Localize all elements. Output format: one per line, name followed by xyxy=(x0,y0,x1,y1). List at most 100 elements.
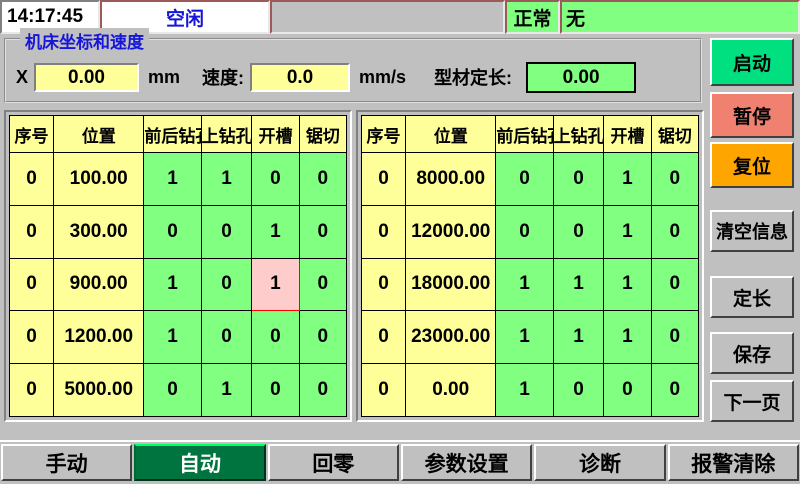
cell-saw[interactable]: 0 xyxy=(298,204,348,259)
process-table-right[interactable]: 序号 位置 前后钻孔 上钻孔 开槽 锯切 08000.000010012000.… xyxy=(360,115,700,417)
cell-index[interactable]: 0 xyxy=(8,152,55,206)
cell-index[interactable]: 0 xyxy=(8,310,55,365)
cell-position[interactable]: 23000.00 xyxy=(405,310,497,365)
process-table-right-body[interactable]: 0 8000.00 0 0 1 0 0 12000.00 0 0 1 0 0 18000.00 1 1 1 0 0 2… xyxy=(360,152,700,417)
speed-value-field[interactable]: 0.0 xyxy=(250,62,351,92)
cell-index[interactable]: 0 xyxy=(360,257,407,312)
cell-slot[interactable]: 0 xyxy=(251,363,300,417)
cell-front-rear-drill[interactable]: 0 xyxy=(495,152,554,206)
cell-saw[interactable]: 0 xyxy=(298,152,348,206)
header-index: 序号 xyxy=(8,115,55,153)
cell-top-drill[interactable]: 0 xyxy=(200,310,253,365)
fixed-length-button[interactable]: 定长 xyxy=(710,276,794,318)
cell-saw[interactable]: 0 xyxy=(650,363,700,417)
tab-2[interactable]: 回零 xyxy=(267,444,399,481)
cell-position[interactable]: 300.00 xyxy=(53,204,145,259)
cell-index[interactable]: 0 xyxy=(360,310,407,365)
cell-position[interactable]: 8000.00 xyxy=(405,152,497,206)
header-saw: 锯切 xyxy=(650,115,700,153)
table-row[interactable]: 0 8000.00 0 0 1 0 xyxy=(360,152,700,206)
cell-slot[interactable]: 1 xyxy=(603,257,652,312)
tab-3[interactable]: 参数设置 xyxy=(400,444,533,481)
machine-coordinate-panel-title: 机床坐标和速度 xyxy=(20,28,149,53)
header-top-drill: 上钻孔 xyxy=(552,115,605,153)
cell-index[interactable]: 0 xyxy=(8,204,55,259)
cell-front-rear-drill[interactable]: 1 xyxy=(495,310,554,365)
pause-button[interactable]: 暂停 xyxy=(710,92,794,138)
cell-saw[interactable]: 0 xyxy=(298,257,348,312)
tab-4[interactable]: 诊断 xyxy=(534,444,666,481)
cell-front-rear-drill[interactable]: 0 xyxy=(143,204,202,259)
cell-top-drill[interactable]: 0 xyxy=(552,152,605,206)
cell-position[interactable]: 900.00 xyxy=(53,257,145,312)
profile-length-value-field[interactable]: 0.00 xyxy=(526,61,637,93)
cell-slot[interactable]: 1 xyxy=(603,152,652,206)
tab-1[interactable]: 自动 xyxy=(134,444,266,481)
cell-top-drill[interactable]: 1 xyxy=(552,310,605,365)
cell-index[interactable]: 0 xyxy=(360,363,407,417)
cell-slot[interactable]: 0 xyxy=(251,310,300,365)
table-row[interactable]: 0 300.00 0 0 1 0 xyxy=(8,204,348,259)
next-page-button[interactable]: 下一页 xyxy=(710,380,794,422)
cell-index[interactable]: 0 xyxy=(360,152,407,206)
cell-index[interactable]: 0 xyxy=(360,204,407,259)
cell-top-drill[interactable]: 1 xyxy=(200,152,253,206)
cell-top-drill[interactable]: 0 xyxy=(552,204,605,259)
tab-5[interactable]: 报警清除 xyxy=(667,444,799,481)
cell-slot[interactable]: 1 xyxy=(251,257,300,312)
process-table-right-container[interactable]: 序号 位置 前后钻孔 上钻孔 开槽 锯切 08000.000010012000.… xyxy=(356,110,704,422)
tab-0[interactable]: 手动 xyxy=(1,444,133,481)
cell-slot[interactable]: 1 xyxy=(603,204,652,259)
cell-slot[interactable]: 1 xyxy=(603,310,652,365)
cell-position[interactable]: 1200.00 xyxy=(53,310,145,365)
cell-saw[interactable]: 0 xyxy=(650,204,700,259)
alarm-message-field: 无 xyxy=(560,0,800,34)
table-row[interactable]: 0 900.00 1 0 1 0 xyxy=(8,257,348,312)
cell-slot[interactable]: 0 xyxy=(603,363,652,417)
table-row[interactable]: 0 5000.00 0 1 0 0 xyxy=(8,363,348,417)
cell-top-drill[interactable]: 1 xyxy=(200,363,253,417)
cell-saw[interactable]: 0 xyxy=(298,310,348,365)
cell-front-rear-drill[interactable]: 0 xyxy=(495,204,554,259)
cell-saw[interactable]: 0 xyxy=(650,257,700,312)
cell-index[interactable]: 0 xyxy=(8,363,55,417)
cell-top-drill[interactable]: 0 xyxy=(200,257,253,312)
cell-front-rear-drill[interactable]: 1 xyxy=(495,257,554,312)
save-button[interactable]: 保存 xyxy=(710,332,794,374)
cell-saw[interactable]: 0 xyxy=(650,310,700,365)
table-row[interactable]: 0 18000.00 1 1 1 0 xyxy=(360,257,700,312)
cell-position[interactable]: 12000.00 xyxy=(405,204,497,259)
process-table-left[interactable]: 序号 位置 前后钻孔 上钻孔 开槽 锯切 0100.0011000300.000… xyxy=(8,115,348,417)
cell-front-rear-drill[interactable]: 0 xyxy=(143,363,202,417)
cell-index[interactable]: 0 xyxy=(8,257,55,312)
reset-button[interactable]: 复位 xyxy=(710,142,794,188)
cell-front-rear-drill[interactable]: 1 xyxy=(143,310,202,365)
cell-top-drill[interactable]: 1 xyxy=(552,257,605,312)
cell-front-rear-drill[interactable]: 1 xyxy=(495,363,554,417)
cell-position[interactable]: 18000.00 xyxy=(405,257,497,312)
clear-info-button[interactable]: 清空信息 xyxy=(710,210,794,252)
cell-front-rear-drill[interactable]: 1 xyxy=(143,152,202,206)
header-front-rear-drill: 前后钻孔 xyxy=(143,115,202,153)
cell-slot[interactable]: 0 xyxy=(251,152,300,206)
cell-position[interactable]: 0.00 xyxy=(405,363,497,417)
cell-position[interactable]: 5000.00 xyxy=(53,363,145,417)
table-row[interactable]: 0 12000.00 0 0 1 0 xyxy=(360,204,700,259)
process-table-left-container[interactable]: 序号 位置 前后钻孔 上钻孔 开槽 锯切 0100.0011000300.000… xyxy=(4,110,352,422)
cell-saw[interactable]: 0 xyxy=(298,363,348,417)
cell-front-rear-drill[interactable]: 1 xyxy=(143,257,202,312)
cell-position[interactable]: 100.00 xyxy=(53,152,145,206)
table-row[interactable]: 0 0.00 1 0 0 0 xyxy=(360,363,700,417)
table-row[interactable]: 0 1200.00 1 0 0 0 xyxy=(8,310,348,365)
table-row[interactable]: 0 100.00 1 1 0 0 xyxy=(8,152,348,206)
cell-top-drill[interactable]: 0 xyxy=(552,363,605,417)
header-position: 位置 xyxy=(405,115,497,153)
start-button[interactable]: 启动 xyxy=(710,38,794,86)
cell-saw[interactable]: 0 xyxy=(650,152,700,206)
process-table-left-body[interactable]: 0 100.00 1 1 0 0 0 300.00 0 0 1 0 0 900.00 1 0 1 0 0 1200.0… xyxy=(8,152,348,417)
x-axis-value-field[interactable]: 0.00 xyxy=(34,62,140,92)
table-row[interactable]: 0 23000.00 1 1 1 0 xyxy=(360,310,700,365)
cell-top-drill[interactable]: 0 xyxy=(200,204,253,259)
status-blank-field xyxy=(270,0,505,34)
cell-slot[interactable]: 1 xyxy=(251,204,300,259)
